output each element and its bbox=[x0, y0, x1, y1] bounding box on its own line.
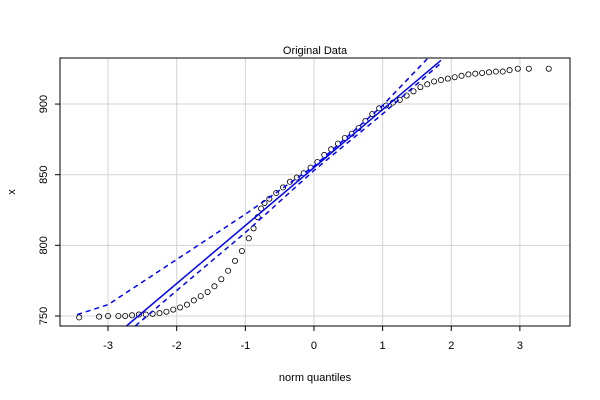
data-point bbox=[472, 70, 479, 77]
data-point bbox=[245, 235, 252, 242]
y-tick-label: 750 bbox=[38, 307, 50, 325]
chart-title: Original Data bbox=[283, 45, 348, 57]
data-point bbox=[197, 293, 204, 300]
data-point bbox=[492, 68, 499, 75]
data-point bbox=[218, 276, 225, 283]
data-point bbox=[506, 67, 513, 74]
data-point bbox=[451, 74, 458, 81]
data-point bbox=[514, 65, 521, 72]
x-tick-label: 0 bbox=[311, 340, 317, 352]
data-point bbox=[266, 195, 273, 202]
data-point bbox=[437, 77, 444, 84]
x-axis-label: norm quantiles bbox=[279, 372, 352, 384]
data-point bbox=[225, 267, 232, 274]
x-tick-label: -1 bbox=[240, 340, 250, 352]
data-point bbox=[177, 304, 184, 311]
y-tick-label: 900 bbox=[38, 95, 50, 113]
x-tick-label: 3 bbox=[517, 340, 523, 352]
data-point bbox=[135, 311, 142, 318]
data-point bbox=[211, 283, 218, 290]
data-point bbox=[396, 96, 403, 103]
data-point bbox=[96, 313, 103, 320]
data-point bbox=[129, 312, 136, 319]
data-point bbox=[525, 65, 532, 72]
data-point bbox=[458, 72, 465, 79]
data-point bbox=[465, 71, 472, 78]
data-point bbox=[479, 69, 486, 76]
confidence-band-upper bbox=[76, 58, 428, 316]
data-point bbox=[183, 301, 190, 308]
data-point bbox=[258, 205, 265, 212]
data-point bbox=[499, 68, 506, 75]
data-point bbox=[424, 81, 431, 88]
data-point bbox=[369, 110, 376, 117]
data-point bbox=[545, 65, 552, 72]
data-point bbox=[376, 105, 383, 112]
data-point bbox=[250, 225, 257, 232]
data-point bbox=[417, 84, 424, 91]
data-point bbox=[156, 310, 163, 317]
y-tick-label: 800 bbox=[38, 236, 50, 254]
x-tick-label: 2 bbox=[448, 340, 454, 352]
x-tick-label: -2 bbox=[172, 340, 182, 352]
confidence-band-lower bbox=[135, 62, 442, 326]
data-point bbox=[105, 312, 112, 319]
y-tick-label: 850 bbox=[38, 166, 50, 184]
data-point bbox=[204, 288, 211, 295]
data-point bbox=[293, 174, 300, 181]
data-point bbox=[486, 69, 493, 76]
x-tick-label: -3 bbox=[103, 340, 113, 352]
data-point bbox=[444, 75, 451, 82]
data-point bbox=[115, 312, 122, 319]
y-axis-label: x bbox=[6, 189, 18, 195]
data-point bbox=[163, 308, 170, 315]
data-point bbox=[273, 190, 280, 197]
data-point bbox=[431, 78, 438, 85]
data-point bbox=[122, 312, 129, 319]
data-point bbox=[232, 257, 239, 264]
data-point bbox=[410, 88, 417, 95]
x-tick-label: 1 bbox=[380, 340, 386, 352]
plot-frame bbox=[59, 57, 571, 327]
reference-line bbox=[125, 59, 442, 326]
data-point bbox=[76, 314, 83, 321]
data-point bbox=[190, 297, 197, 304]
data-point bbox=[280, 184, 287, 191]
data-point bbox=[170, 306, 177, 313]
plot-area bbox=[76, 58, 552, 326]
data-point bbox=[238, 247, 245, 254]
